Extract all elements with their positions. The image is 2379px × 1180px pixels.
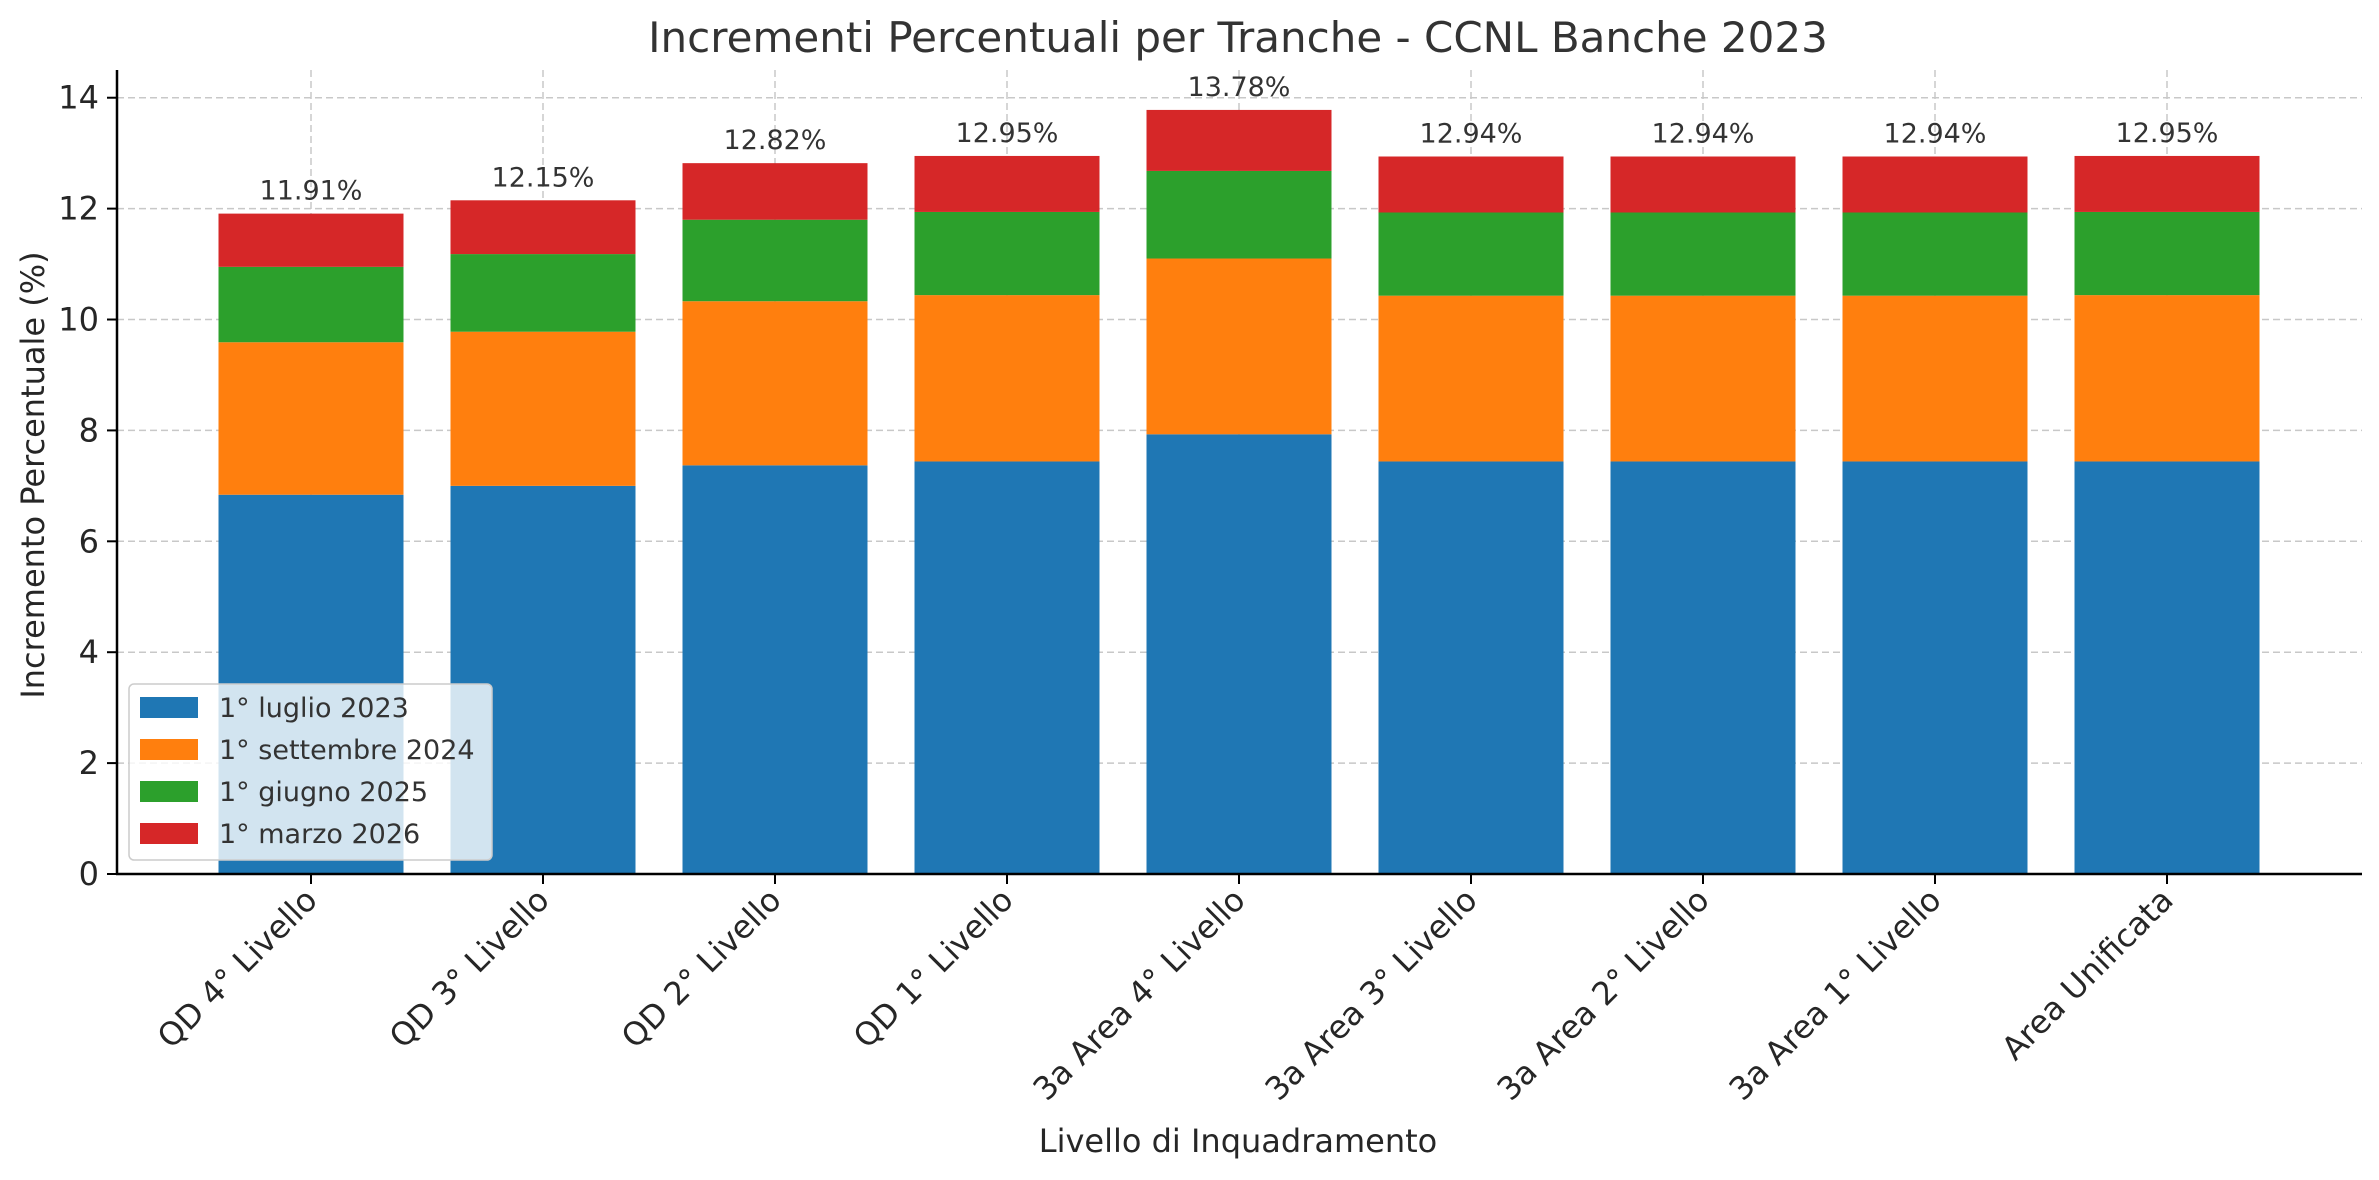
legend-item: 1° luglio 2023 (140, 693, 409, 724)
bar-total-label: 12.95% (2116, 118, 2219, 149)
bar-segment (1378, 295, 1564, 462)
bar-segment (2074, 155, 2260, 212)
bar-segment (1146, 434, 1332, 874)
bar-segment (1842, 212, 2028, 296)
total-labels: 11.91% 12.15% 12.82% 12.95% 13.78% 12.94% 12.9… (260, 72, 2219, 207)
legend-swatch (140, 823, 198, 844)
bar-segment (1146, 258, 1332, 435)
bar-total-label: 12.82% (724, 125, 827, 156)
bar-segment (682, 219, 868, 302)
legend-swatch (140, 739, 198, 760)
y-tick-label: 8 (79, 411, 99, 449)
y-tick-label: 6 (79, 522, 99, 560)
bar-segment (1610, 295, 1796, 462)
bar-segment (914, 295, 1100, 462)
bar-segment (218, 213, 404, 267)
bar-total-label: 12.94% (1420, 118, 1523, 149)
legend-label: 1° settembre 2024 (219, 735, 475, 766)
bar-segment (682, 465, 868, 874)
bars (218, 109, 2260, 874)
x-tick-label: QD 4° Livello (150, 881, 325, 1056)
x-tick-label: 3a Area 4° Livello (1026, 881, 1253, 1108)
legend-item: 1° marzo 2026 (140, 819, 420, 850)
bar-total-label: 12.94% (1884, 118, 1987, 149)
bar-segment (914, 461, 1100, 874)
y-tick-label: 12 (58, 190, 99, 228)
y-axis-label: Incremento Percentuale (%) (14, 251, 52, 698)
bar-segment (1842, 295, 2028, 462)
x-tick-label: QD 1° Livello (846, 881, 1021, 1056)
bar-segment (1146, 109, 1332, 171)
legend-item: 1° giugno 2025 (140, 777, 428, 808)
y-tick-label: 0 (79, 855, 99, 893)
bar-segment (1610, 212, 1796, 296)
bar-segment (914, 211, 1100, 296)
bar-segment (450, 331, 636, 486)
legend-item: 1° settembre 2024 (140, 735, 475, 766)
bar-segment (1842, 461, 2028, 874)
x-tick-label: QD 3° Livello (382, 881, 557, 1056)
x-tick-label: 3a Area 1° Livello (1722, 881, 1949, 1108)
chart-title: Incrementi Percentuali per Tranche - CCN… (648, 13, 1828, 62)
bar-segment (2074, 211, 2260, 296)
x-tick-label: 3a Area 2° Livello (1490, 881, 1717, 1108)
bar-segment (2074, 295, 2260, 462)
bar-segment (1378, 461, 1564, 874)
bar-segment (682, 301, 868, 466)
x-axis-label: Livello di Inquadramento (1039, 1122, 1438, 1160)
bar-segment (218, 342, 404, 495)
bar-segment (2074, 461, 2260, 874)
bar-total-label: 12.94% (1652, 118, 1755, 149)
bar-segment (682, 163, 868, 220)
y-tick-label: 10 (58, 301, 99, 339)
bar-segment (1378, 156, 1564, 213)
bar-segment (1610, 156, 1796, 213)
x-tick-label: Area Unificata (1994, 881, 2181, 1068)
bar-total-label: 11.91% (260, 176, 363, 207)
bar-segment (1842, 156, 2028, 213)
bar-segment (218, 266, 404, 343)
bar-total-label: 12.15% (492, 162, 595, 193)
legend-label: 1° luglio 2023 (219, 693, 409, 724)
bar-segment (1146, 170, 1332, 259)
x-tick-label: 3a Area 3° Livello (1258, 881, 1485, 1108)
x-tick-label: QD 2° Livello (614, 881, 789, 1056)
bar-segment (914, 155, 1100, 212)
y-tick-label: 2 (79, 744, 99, 782)
legend-label: 1° giugno 2025 (219, 777, 428, 808)
legend: 1° luglio 2023 1° settembre 2024 1° giug… (128, 683, 493, 861)
y-tick-label: 14 (58, 79, 99, 117)
legend-swatch (140, 697, 198, 718)
legend-swatch (140, 781, 198, 802)
bar-segment (1610, 461, 1796, 874)
bar-total-label: 12.95% (956, 118, 1059, 149)
bar-segment (450, 254, 636, 332)
bar-total-label: 13.78% (1188, 72, 1291, 103)
legend-box (128, 683, 493, 861)
bar-segment (450, 200, 636, 255)
bar-segment (1378, 212, 1564, 296)
y-tick-label: 4 (79, 633, 99, 671)
legend-label: 1° marzo 2026 (219, 819, 420, 850)
